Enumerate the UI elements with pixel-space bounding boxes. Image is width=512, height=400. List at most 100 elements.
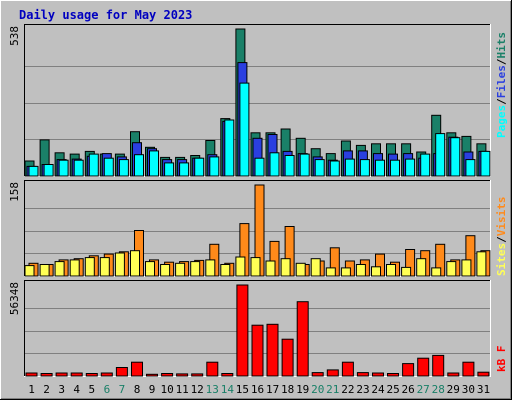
bar-kbytes-day-21 [326,369,339,377]
bar-sites-day-9 [145,261,155,277]
legend-entry: / [495,236,508,243]
bar-kbytes-day-6 [100,372,113,377]
bar-sites-day-17 [265,260,276,277]
y-max-label: 56348 [8,282,21,315]
bar-pages-day-27 [420,153,431,177]
legend-pages-files-hits: Pages/Files/Hits [495,32,508,138]
bar-kbytes-day-1 [25,372,38,377]
legend-kbytes: kB F [495,346,508,373]
bar-pages-day-22 [344,158,355,177]
bar-sites-day-30 [461,259,472,277]
bar-pages-day-13 [209,156,220,177]
legend-entry: Hits [495,32,508,59]
bar-sites-day-13 [205,259,216,277]
legend-entry: Sites [495,243,508,276]
bar-sites-day-28 [431,267,442,277]
x-tick-label: 11 [176,383,189,396]
x-tick-label: 23 [356,383,369,396]
x-tick-label: 26 [401,383,414,396]
x-tick-label: 8 [134,383,141,396]
bar-kbytes-day-30 [462,361,475,377]
bar-kbytes-day-25 [387,373,399,377]
legend-entry: Files [495,65,508,98]
bar-sites-day-15 [235,256,246,277]
bar-kbytes-day-22 [341,361,354,377]
legend-sites-visits: Sites/Visits [495,197,508,277]
y-max-label: 158 [8,182,21,202]
bar-sites-day-4 [69,259,80,277]
bar-kbytes-day-16 [251,324,264,377]
chart-panels: 538 158 56348 [8,24,491,377]
x-tick-label: 27 [417,383,430,396]
bar-kbytes-day-3 [55,372,68,377]
bar-kbytes-day-28 [432,354,445,377]
x-tick-label: 21 [326,383,339,396]
bar-pages-day-3 [58,159,69,177]
bar-sites-day-2 [39,264,50,277]
bar-pages-day-16 [254,157,265,177]
x-tick-label: 25 [386,383,399,396]
x-tick-label: 31 [477,383,490,396]
bar-pages-day-7 [118,159,129,177]
x-tick-label: 24 [371,383,385,396]
bar-sites-day-6 [99,257,110,277]
bar-sites-day-22 [340,267,351,277]
bar-kbytes-day-17 [266,323,279,377]
bar-sites-day-11 [175,262,186,277]
bar-kbytes-day-2 [40,373,53,377]
bar-kbytes-day-4 [70,372,83,377]
bar-kbytes-day-27 [417,357,430,377]
bar-kbytes-day-10 [161,373,174,377]
bar-pages-day-8 [134,154,144,177]
bar-pages-day-29 [450,137,461,177]
x-tick-label: 2 [43,383,50,396]
x-tick-label: 12 [191,383,204,396]
bar-sites-day-21 [325,267,336,277]
bar-pages-day-4 [73,159,84,177]
x-tick-label: 18 [281,383,294,396]
bar-sites-day-5 [84,257,95,277]
x-tick-label: 6 [104,383,111,396]
bar-pages-day-26 [405,158,416,177]
x-tick-label: 17 [266,383,279,396]
bar-kbytes-day-7 [115,367,128,377]
bar-kbytes-day-24 [372,372,384,377]
bar-kbytes-day-26 [402,363,415,377]
x-tick-label: 1 [28,383,35,396]
bar-sites-day-24 [371,266,381,277]
bar-pages-day-17 [269,152,280,177]
chart-title: Daily usage for May 2023 [19,8,192,22]
bar-sites-day-14 [220,264,231,277]
bar-pages-day-14 [224,119,235,177]
bar-kbytes-day-11 [176,373,189,377]
x-tick-label: 7 [119,383,126,396]
legend-entry: kB F [495,346,508,373]
bar-pages-day-10 [164,162,175,177]
bar-sites-day-12 [190,261,201,277]
x-tick-label: 28 [432,383,445,396]
x-tick-label: 30 [462,383,475,396]
legend-entry: Pages [495,105,508,138]
bar-sites-day-26 [401,266,412,277]
bar-pages-day-30 [465,159,476,177]
bar-sites-day-16 [250,257,261,277]
bar-sites-day-23 [355,264,366,277]
x-tick-label: 20 [311,383,324,396]
bar-pages-day-28 [435,133,446,177]
bar-kbytes-day-31 [477,371,490,377]
bar-pages-day-18 [284,155,295,177]
legend-entry: Visits [495,197,508,237]
bar-kbytes-day-20 [311,372,324,377]
x-tick-label: 15 [236,383,249,396]
x-tick-label: 14 [221,383,235,396]
legend-entry: / [495,58,508,65]
x-tick-label: 4 [73,383,80,396]
bar-sites-day-8 [130,250,140,277]
bar-pages-day-20 [314,159,325,177]
x-tick-label: 3 [58,383,65,396]
panel-hits-files-pages: 538 [8,24,491,177]
x-tick-label: 5 [88,383,95,396]
bar-sites-day-29 [446,261,457,277]
bar-sites-day-18 [280,258,291,277]
